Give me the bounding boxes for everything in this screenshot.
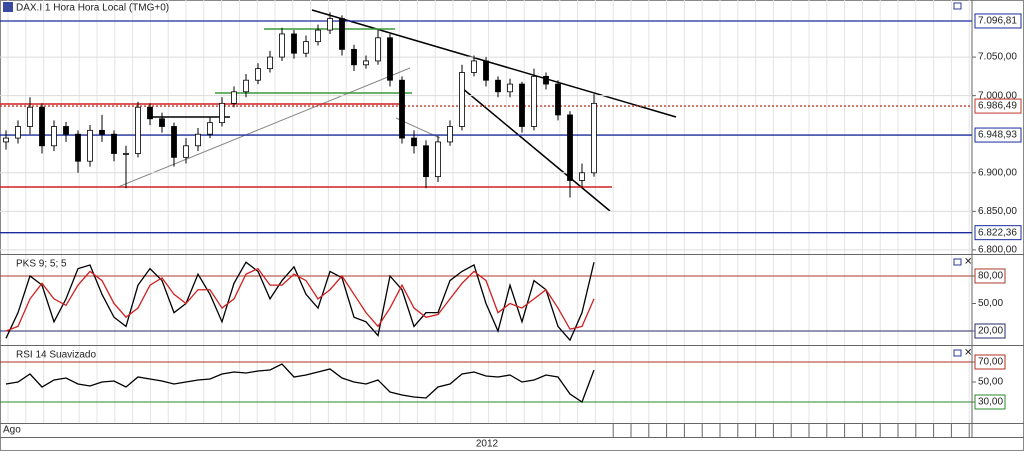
candle-body bbox=[519, 83, 525, 127]
maximize-button[interactable] bbox=[953, 258, 962, 266]
candle-body bbox=[303, 41, 309, 54]
drawings bbox=[0, 9, 677, 212]
candle-body bbox=[411, 137, 417, 147]
candle-body bbox=[243, 79, 249, 93]
candle-body bbox=[195, 133, 201, 147]
candle-body bbox=[171, 126, 177, 158]
level-label: 6.986,49 bbox=[978, 101, 1017, 112]
level-label: 6.822,36 bbox=[978, 227, 1017, 238]
candle-body bbox=[51, 126, 57, 147]
candle-body bbox=[111, 133, 117, 154]
close-button[interactable]: ✕ bbox=[964, 348, 972, 359]
y-tick-label: 50,00 bbox=[978, 377, 1003, 388]
y-tick-label: 20,00 bbox=[978, 326, 1003, 337]
level-label: 6.948,93 bbox=[978, 130, 1017, 141]
tick-label-box bbox=[974, 394, 1006, 410]
indicator-line bbox=[5, 363, 595, 403]
candle-body bbox=[363, 60, 369, 66]
maximize-button[interactable] bbox=[953, 2, 962, 10]
candle-body bbox=[531, 75, 537, 127]
maximize-button[interactable] bbox=[953, 349, 962, 357]
candle-body bbox=[63, 126, 69, 135]
y-tick-label: 50,00 bbox=[978, 298, 1003, 309]
candle-body bbox=[507, 83, 513, 93]
candle-body bbox=[423, 145, 429, 178]
candle-body bbox=[183, 145, 189, 158]
level-label-box bbox=[974, 98, 1022, 114]
candle-body bbox=[459, 72, 465, 127]
close-button[interactable]: ✕ bbox=[964, 257, 972, 268]
candle-body bbox=[387, 37, 393, 81]
trend-line bbox=[117, 67, 411, 188]
candle-body bbox=[555, 83, 561, 116]
trend-line bbox=[311, 9, 677, 118]
candle-body bbox=[483, 60, 489, 81]
candle-body bbox=[291, 33, 297, 54]
indicator-title[interactable]: PKS 9; 5; 5 bbox=[16, 259, 67, 270]
symbol-icon bbox=[3, 2, 13, 12]
candle-body bbox=[315, 29, 321, 43]
y-tick-label: 70,00 bbox=[978, 357, 1003, 368]
indicator-line bbox=[5, 267, 595, 332]
candle-body bbox=[543, 75, 549, 85]
y-tick-label: 6.900,00 bbox=[978, 167, 1017, 178]
indicator-title[interactable]: RSI 14 Suavizado bbox=[16, 350, 96, 361]
candle-body bbox=[99, 129, 105, 135]
tick-label-box bbox=[974, 268, 1006, 284]
candle-body bbox=[399, 79, 405, 139]
candle-body bbox=[579, 172, 585, 181]
level-label: 7.096,81 bbox=[978, 16, 1017, 27]
candle-body bbox=[75, 133, 81, 162]
trend-line bbox=[461, 87, 611, 212]
candle-body bbox=[471, 60, 477, 73]
candle-body bbox=[447, 126, 453, 143]
y-tick-label: 30,00 bbox=[978, 397, 1003, 408]
candle-body bbox=[567, 114, 573, 181]
tick-label-box bbox=[974, 354, 1006, 370]
candle-body bbox=[255, 68, 261, 81]
candle-body bbox=[207, 122, 213, 135]
candle-body bbox=[435, 141, 441, 178]
candle-body bbox=[495, 79, 501, 93]
y-tick-label: 7.000,00 bbox=[978, 90, 1017, 101]
candle-body bbox=[39, 106, 45, 147]
x-period-label: Ago bbox=[3, 425, 21, 436]
level-label-box bbox=[974, 127, 1022, 143]
candle-body bbox=[15, 126, 21, 139]
candle-body bbox=[3, 137, 9, 143]
y-tick-label: 6.800,00 bbox=[978, 245, 1017, 256]
x-period-label: 2012 bbox=[476, 439, 499, 450]
candle-body bbox=[219, 102, 225, 124]
y-tick-label: 7.050,00 bbox=[978, 52, 1017, 63]
candle-body bbox=[267, 56, 273, 70]
chart-title[interactable]: DAX.I 1 Hora Hora Local (TMG+0) bbox=[16, 3, 169, 14]
candle-body bbox=[375, 37, 381, 62]
candle-body bbox=[339, 18, 345, 50]
candle-body bbox=[27, 106, 33, 127]
candle-body bbox=[351, 48, 357, 66]
y-tick-label: 80,00 bbox=[978, 271, 1003, 282]
indicator-line bbox=[5, 261, 595, 342]
candle-body bbox=[327, 18, 333, 31]
candle-body bbox=[123, 153, 129, 155]
y-tick-label: 6.850,00 bbox=[978, 206, 1017, 217]
level-label-box bbox=[974, 225, 1022, 241]
candle-body bbox=[147, 106, 153, 120]
tick-label-box bbox=[974, 323, 1006, 339]
candle-body bbox=[135, 106, 141, 154]
candle-body bbox=[87, 129, 93, 162]
candle-body bbox=[231, 91, 237, 104]
candle-body bbox=[279, 33, 285, 58]
candle-body bbox=[591, 102, 597, 174]
level-label-box bbox=[974, 13, 1022, 29]
candle-body bbox=[159, 118, 165, 127]
